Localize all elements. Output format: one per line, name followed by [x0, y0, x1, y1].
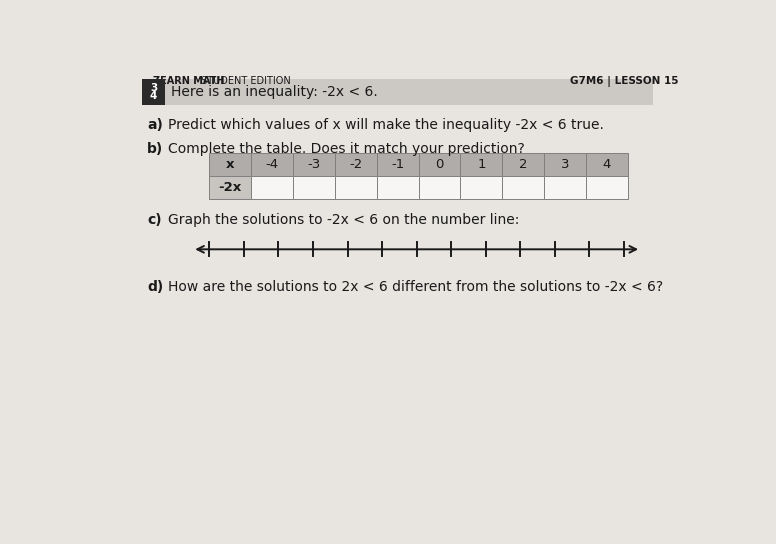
- Text: a): a): [147, 118, 163, 132]
- Text: 3: 3: [561, 158, 570, 171]
- Text: Complete the table. Does it match your prediction?: Complete the table. Does it match your p…: [168, 141, 525, 156]
- FancyBboxPatch shape: [460, 153, 502, 176]
- Text: -3: -3: [307, 158, 320, 171]
- FancyBboxPatch shape: [377, 153, 418, 176]
- FancyBboxPatch shape: [142, 79, 165, 106]
- Text: How are the solutions to 2x < 6 different from the solutions to -2x < 6?: How are the solutions to 2x < 6 differen…: [168, 280, 663, 294]
- Text: Here is an inequality: -2x < 6.: Here is an inequality: -2x < 6.: [171, 85, 378, 99]
- FancyBboxPatch shape: [142, 79, 653, 106]
- FancyBboxPatch shape: [210, 176, 251, 199]
- FancyBboxPatch shape: [335, 176, 377, 199]
- FancyBboxPatch shape: [460, 176, 502, 199]
- FancyBboxPatch shape: [502, 176, 544, 199]
- Text: 4: 4: [603, 158, 611, 171]
- Text: -1: -1: [391, 158, 404, 171]
- FancyBboxPatch shape: [377, 176, 418, 199]
- FancyBboxPatch shape: [502, 153, 544, 176]
- Text: -2x: -2x: [219, 181, 242, 194]
- Text: x: x: [226, 158, 234, 171]
- FancyBboxPatch shape: [418, 176, 460, 199]
- Text: b): b): [147, 141, 164, 156]
- FancyBboxPatch shape: [210, 153, 251, 176]
- Text: Graph the solutions to -2x < 6 on the number line:: Graph the solutions to -2x < 6 on the nu…: [168, 213, 520, 227]
- Text: c): c): [147, 213, 162, 227]
- Text: -4: -4: [265, 158, 279, 171]
- Text: 1: 1: [477, 158, 486, 171]
- FancyBboxPatch shape: [251, 153, 293, 176]
- FancyBboxPatch shape: [544, 176, 586, 199]
- FancyBboxPatch shape: [544, 153, 586, 176]
- FancyBboxPatch shape: [586, 176, 628, 199]
- Text: STUDENT EDITION: STUDENT EDITION: [198, 76, 290, 86]
- Text: Predict which values of x will make the inequality -2x < 6 true.: Predict which values of x will make the …: [168, 118, 605, 132]
- FancyBboxPatch shape: [293, 153, 335, 176]
- FancyBboxPatch shape: [418, 153, 460, 176]
- Text: G7M6 | LESSON 15: G7M6 | LESSON 15: [570, 76, 678, 87]
- Text: -2: -2: [349, 158, 362, 171]
- Text: 4: 4: [150, 91, 158, 101]
- Text: 3: 3: [150, 83, 158, 92]
- FancyBboxPatch shape: [586, 153, 628, 176]
- FancyBboxPatch shape: [293, 176, 335, 199]
- FancyBboxPatch shape: [251, 176, 293, 199]
- Text: d): d): [147, 280, 164, 294]
- Text: ZEARN MATH: ZEARN MATH: [153, 76, 224, 86]
- FancyBboxPatch shape: [335, 153, 377, 176]
- Text: 0: 0: [435, 158, 444, 171]
- Text: 2: 2: [519, 158, 528, 171]
